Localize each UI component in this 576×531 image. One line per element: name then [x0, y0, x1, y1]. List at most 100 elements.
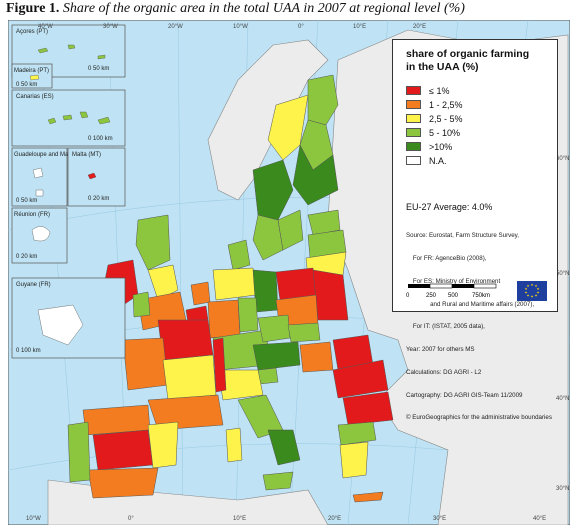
- inset-label-acores: Açores (PT): [16, 29, 48, 35]
- legend-item: N.A.: [406, 155, 447, 166]
- deg-label-top: 30°W: [103, 24, 118, 30]
- deg-label-top: 10°W: [233, 24, 248, 30]
- region-sweden-mid: [252, 159, 294, 221]
- region-bulgaria: [342, 391, 394, 426]
- figure-title: Share of the organic area in the total U…: [62, 1, 465, 16]
- region-sardinia: [225, 427, 243, 463]
- inset-scale-malta: 0 20 km: [88, 196, 109, 202]
- region-france-north: [157, 319, 214, 361]
- legend-title-line: in the UAA (%): [406, 61, 479, 73]
- inset-label-malta: Malta (MT): [72, 152, 101, 158]
- region-slovenia: [257, 367, 279, 385]
- region-crete: [352, 491, 384, 503]
- source-line: For IT: (ISTAT, 2005 data),: [406, 323, 485, 331]
- inset-label-guadeloupe: Guadeloupe and Martinique (FR): [14, 152, 102, 158]
- source-line: Calculations: DG AGRI - L2: [406, 368, 482, 376]
- region-germany-central: [237, 297, 259, 333]
- region-germany-east: [252, 269, 279, 313]
- figure-caption: Figure 1. Share of the organic area in t…: [6, 1, 465, 17]
- region-england-north: [147, 264, 179, 301]
- svg-text:★: ★: [534, 284, 537, 288]
- region-spain-south: [87, 467, 159, 499]
- region-sweden-north: [267, 94, 309, 161]
- region-germany-north: [212, 267, 257, 301]
- scale-label: 750km: [472, 293, 490, 299]
- scale-label: 500: [448, 293, 459, 299]
- deg-label-side: 60°N: [556, 156, 569, 162]
- region-sweden-east: [277, 209, 304, 251]
- eu-flag-logo: ★ ★★ ★★★ ★★★ ★: [517, 281, 547, 301]
- legend-swatch: [406, 86, 421, 95]
- region-poland-east: [312, 269, 349, 321]
- legend-title: share of organic farming in the UAA (%): [406, 48, 529, 74]
- legend-box: share of organic farming in the UAA (%) …: [392, 39, 558, 421]
- region-greece-north: [337, 421, 377, 446]
- svg-text:★: ★: [530, 283, 533, 287]
- svg-text:★: ★: [534, 294, 537, 298]
- deg-label-bottom: 20°E: [328, 516, 341, 522]
- deg-label-bottom: 10°E: [233, 516, 246, 522]
- region-scotland: [135, 214, 171, 271]
- legend-swatch: [406, 142, 421, 151]
- inset-panels: Açores (PT) Madeira (PT) Canarias (ES) G…: [11, 24, 126, 359]
- scale-label: 0: [406, 293, 410, 299]
- legend-item: ≤ 1%: [406, 85, 449, 96]
- svg-text:★: ★: [536, 291, 539, 295]
- source-line: For ES: Ministry of Environment: [406, 277, 501, 285]
- svg-text:★: ★: [524, 291, 527, 295]
- inset-scale-guadeloupe: 0 50 km: [16, 198, 37, 204]
- inset-scale-reunion: 0 20 km: [16, 254, 37, 260]
- inset-label-madeira: Madeira (PT): [14, 68, 49, 74]
- region-france-south: [147, 394, 224, 431]
- figure-label: Figure 1.: [6, 1, 60, 16]
- legend-label: 2,5 - 5%: [429, 113, 463, 124]
- region-denmark: [227, 239, 251, 271]
- region-portugal: [67, 421, 91, 483]
- region-austria: [252, 341, 301, 371]
- legend-item: 1 - 2,5%: [406, 99, 463, 110]
- region-hungary: [299, 341, 334, 373]
- region-wales: [132, 291, 151, 318]
- region-romania-south: [332, 359, 389, 399]
- deg-label-side: 50°N: [556, 271, 569, 277]
- legend-swatch: [406, 114, 421, 123]
- legend-label: 5 - 10%: [429, 127, 461, 138]
- inset-malta: [67, 147, 126, 207]
- legend-label: N.A.: [429, 155, 447, 166]
- svg-text:★: ★: [526, 294, 529, 298]
- svg-text:★: ★: [536, 287, 539, 291]
- region-france-west: [122, 337, 169, 391]
- deg-label-top: 40°W: [38, 24, 53, 30]
- source-line: Year: 2007 for others MS: [406, 346, 475, 354]
- inset-scale-acores: 0 50 km: [88, 66, 109, 72]
- legend-label: 1 - 2,5%: [429, 99, 463, 110]
- source-line: and Rural and Maritime affairs (2007),: [406, 300, 535, 308]
- region-spain-east: [147, 421, 179, 469]
- inset-label-guyane: Guyane (FR): [16, 282, 51, 288]
- region-france-east: [212, 337, 227, 393]
- legend-label: ≤ 1%: [429, 85, 450, 96]
- svg-text:★: ★: [530, 295, 533, 299]
- region-sicily: [262, 471, 294, 491]
- deg-label-side: 30°N: [556, 486, 569, 492]
- source-line: Cartography: DG AGRI GIS-Team 11/2009: [406, 391, 523, 399]
- legend-title-line: share of organic farming: [406, 48, 530, 60]
- legend-label: >10%: [429, 141, 453, 152]
- region-italy-south: [267, 429, 301, 466]
- legend-swatch: [406, 128, 421, 137]
- region-netherlands: [190, 281, 211, 306]
- inset-label-canarias: Canarias (ES): [16, 94, 54, 100]
- legend-item: 2,5 - 5%: [406, 113, 463, 124]
- source-line: © EuroGeographics for the administrative…: [406, 414, 552, 422]
- deg-label-top: 0°: [298, 24, 304, 30]
- svg-text:★: ★: [526, 284, 529, 288]
- region-spain-central: [92, 429, 154, 471]
- deg-label-side: 40°N: [556, 396, 569, 402]
- region-poland-north: [275, 267, 317, 301]
- legend-item: 5 - 10%: [406, 127, 460, 138]
- svg-text:★: ★: [524, 287, 527, 291]
- region-greece-south: [339, 441, 369, 479]
- legend-swatch: [406, 156, 421, 165]
- region-france-central: [162, 354, 217, 401]
- source-notes: Source: Eurostat, Farm Structure Survey,…: [406, 217, 552, 437]
